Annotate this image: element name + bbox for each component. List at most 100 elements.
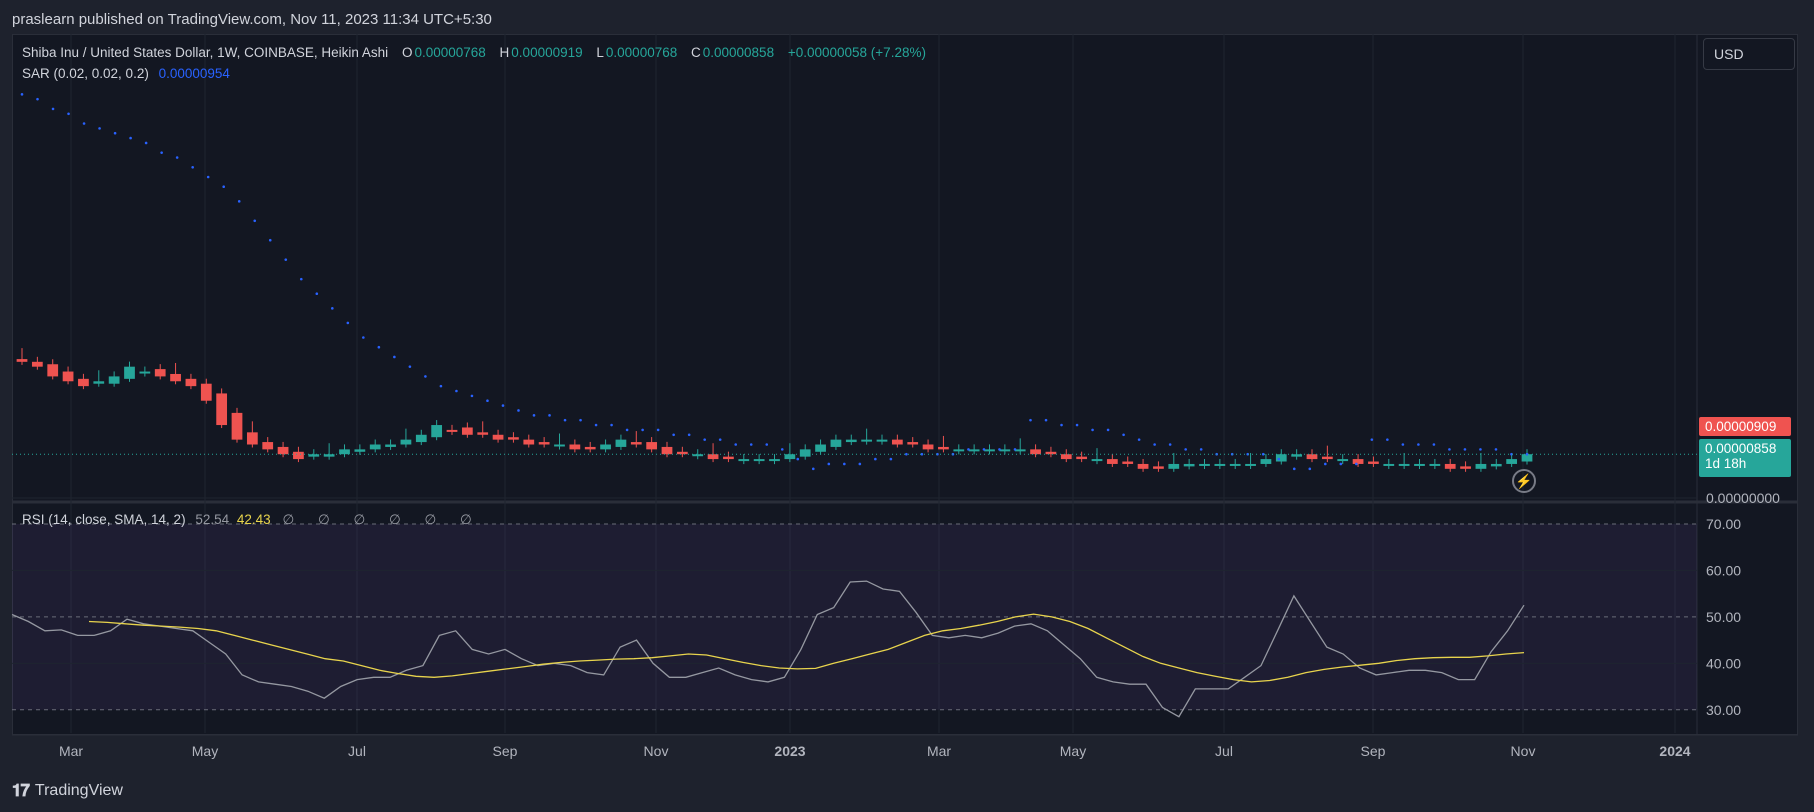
rsi-tick-label: 50.00 [1706, 609, 1741, 625]
sar-dot [548, 414, 551, 417]
sar-dot [408, 365, 412, 368]
sar-dot [470, 394, 474, 398]
sar-dot [362, 336, 365, 339]
symbol-title[interactable]: Shiba Inu / United States Dollar, 1W, CO… [22, 45, 389, 60]
candle-body [1030, 449, 1041, 455]
sar-value: 0.00000954 [158, 66, 230, 81]
sar-dot [1510, 452, 1513, 456]
tradingview-logo-icon: 𝟏𝟕 [12, 781, 30, 800]
rsi-sma-line [88, 613, 1525, 683]
sar-dot [936, 452, 939, 456]
sar-dot [1525, 452, 1529, 456]
sar-dot [424, 375, 427, 378]
currency-button[interactable]: USD [1703, 38, 1795, 70]
sar-legend[interactable]: SAR (0.02, 0.02, 0.2) 0.00000954 [22, 66, 230, 81]
candle-body [615, 439, 627, 447]
candle-body [630, 442, 642, 445]
sar-dot [827, 462, 831, 466]
candle-body [477, 432, 489, 435]
candle-body [999, 449, 1011, 452]
sar-dot [998, 448, 1001, 451]
sar-dot [1029, 418, 1032, 422]
rsi-legend[interactable]: RSI (14, close, SMA, 14, 2) 52.54 42.43 … [22, 512, 482, 528]
sar-dot [1370, 438, 1374, 441]
sar-dot [594, 423, 598, 427]
candle-body [1321, 456, 1333, 460]
candle-body [861, 439, 873, 442]
time-tick-label: Mar [59, 743, 83, 759]
candle-body [600, 444, 611, 450]
sar-dot [796, 457, 800, 461]
candle-body [1214, 463, 1226, 466]
sar-dot [315, 292, 319, 296]
sar-dot [1199, 448, 1203, 451]
candle-body [815, 444, 826, 452]
candle-body [1460, 466, 1471, 469]
candle-body [845, 439, 857, 443]
candle-body [369, 444, 381, 450]
sar-dot [641, 428, 644, 432]
candle-body [1245, 463, 1256, 466]
candle-body [784, 454, 796, 460]
rsi-empty-values: ∅ ∅ ∅ ∅ ∅ ∅ [282, 512, 482, 527]
sar-dot [36, 97, 39, 101]
sar-dot [1168, 443, 1172, 446]
candle-body [262, 442, 274, 450]
candle-body [308, 454, 320, 457]
candle-body [938, 446, 949, 450]
candle-body [93, 381, 105, 384]
sar-dot [191, 165, 194, 169]
time-tick-label: Jul [348, 743, 366, 759]
sar-dot [1137, 438, 1141, 441]
candle-body [108, 376, 120, 384]
sar-dot [51, 107, 55, 111]
close-value: 0.00000858 [702, 45, 775, 60]
low-label: L [596, 45, 604, 60]
time-tick-label: Jul [1215, 743, 1233, 759]
sar-price-tag: 0.00000909 [1699, 417, 1791, 436]
sar-dot [1246, 452, 1250, 456]
candle-body [1306, 454, 1318, 460]
sar-label: SAR (0.02, 0.02, 0.2) [22, 66, 149, 81]
sar-dot [346, 321, 350, 325]
sar-dot [982, 448, 986, 451]
candle-body [984, 449, 995, 452]
footer-brand[interactable]: 𝟏𝟕 TradingView [12, 781, 123, 801]
sar-dot [284, 258, 288, 261]
candle-body [1275, 454, 1287, 462]
candle-body [431, 425, 443, 438]
sar-dot [811, 467, 815, 471]
sar-dot [268, 238, 272, 242]
sar-dot [780, 448, 784, 451]
sar-dot [1417, 443, 1420, 446]
candle-body [446, 429, 458, 432]
rsi-sma-value: 42.43 [236, 512, 271, 527]
candle-body [1183, 463, 1195, 467]
candle-body [231, 412, 243, 440]
sar-dot [1277, 457, 1281, 461]
time-tick-label: 2023 [774, 743, 805, 759]
candle-body [692, 454, 704, 457]
candle-body [1414, 463, 1425, 466]
low-value: 0.00000768 [605, 45, 678, 60]
candle-body [1199, 463, 1210, 466]
sar-dot [703, 438, 706, 441]
candle-body [1153, 466, 1164, 469]
time-tick-label: Mar [927, 743, 951, 759]
sar-dot [656, 428, 660, 432]
chart-frame[interactable] [12, 34, 1798, 735]
brand-name: TradingView [34, 782, 123, 799]
candle-body [1444, 463, 1456, 469]
sar-dot [1106, 428, 1110, 432]
sar-dot [393, 355, 396, 359]
sar-dot [1401, 443, 1405, 446]
candle-body [922, 444, 934, 450]
published-info: praslearn published on TradingView.com, … [12, 11, 492, 28]
rsi-tick-label: 40.00 [1706, 655, 1741, 671]
lightning-icon[interactable]: ⚡ [1512, 469, 1536, 493]
time-tick-label: Nov [1511, 743, 1536, 759]
candle-body [1506, 459, 1518, 464]
sar-dot [579, 418, 582, 422]
close-price-tag-value: 0.00000858 [1705, 441, 1777, 456]
